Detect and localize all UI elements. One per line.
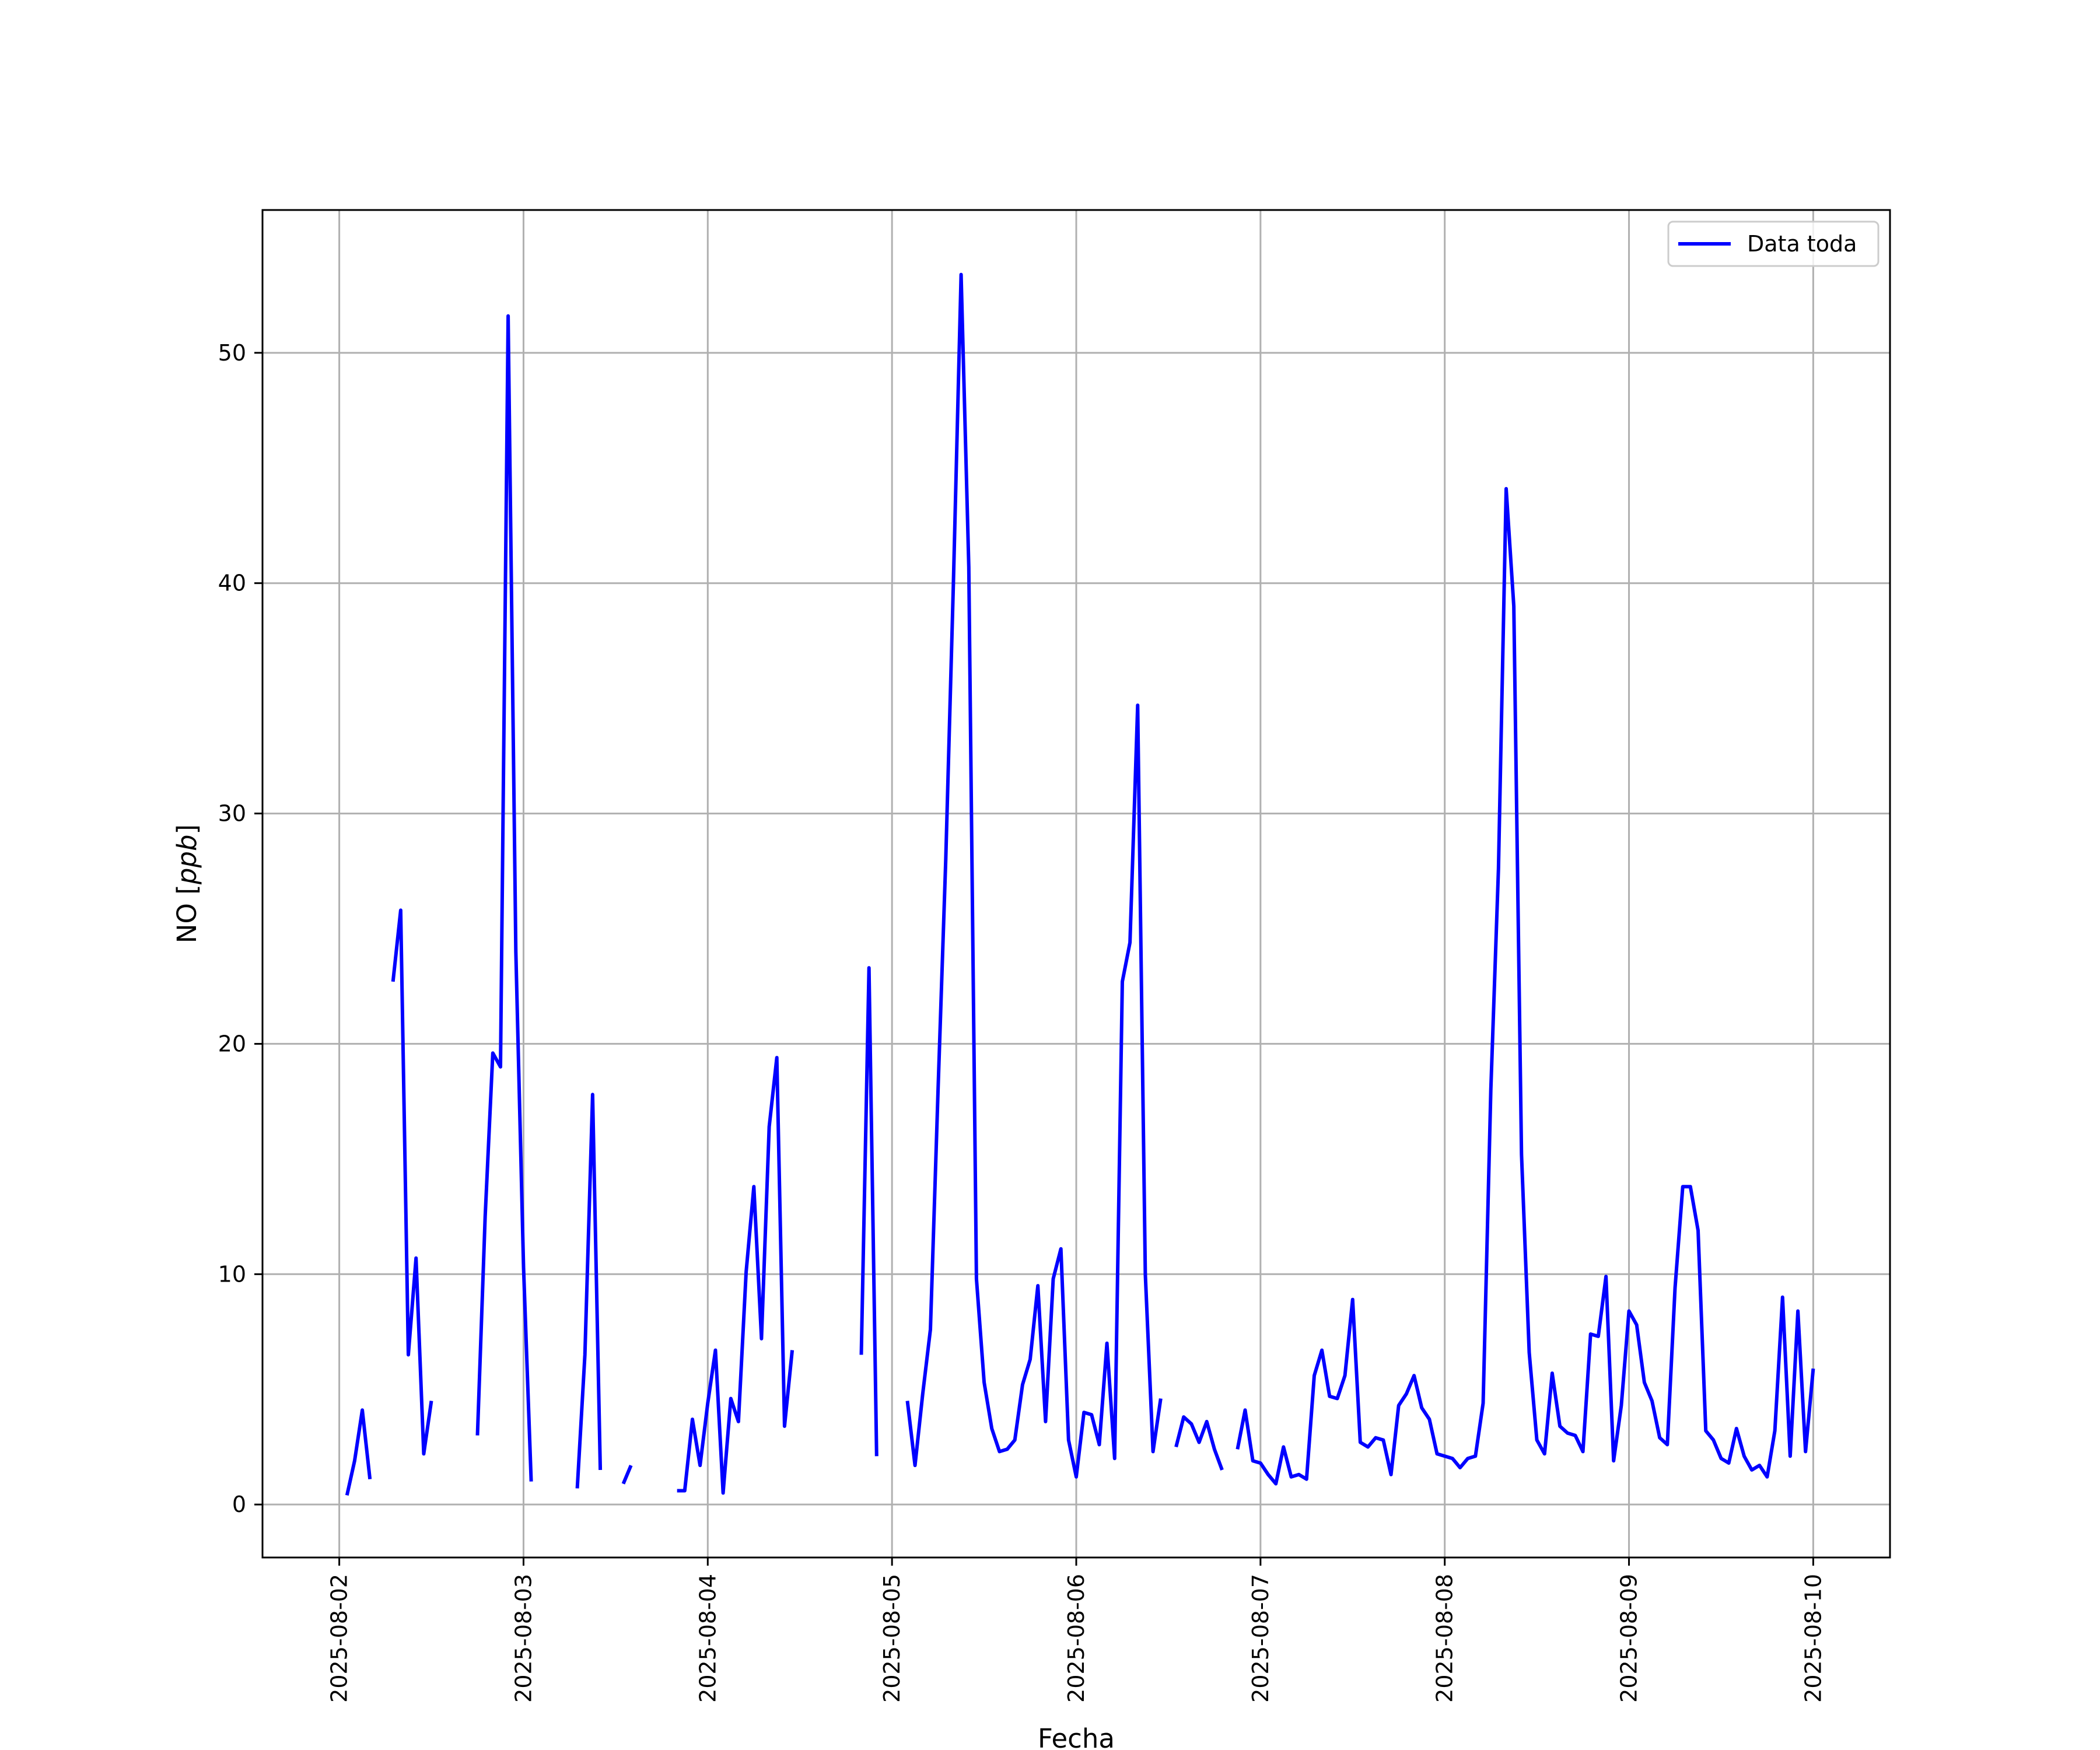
x-tick-label: 2025-08-08 [1432,1574,1458,1703]
x-tick-label: 2025-08-06 [1063,1574,1089,1703]
legend-box [1667,220,1880,267]
series-line-data-toda [475,314,533,1482]
series-line-data-toda [677,1056,794,1495]
y-axis-label: NO [ppb] [172,824,202,943]
y-tick-label: 0 [232,1492,246,1517]
y-tick-label: 40 [218,570,246,596]
y-axis-label-bracket-close: ] [172,824,202,835]
y-tick-label: 20 [218,1031,246,1056]
y-axis-label-bracket-open: [ [172,884,202,895]
grid [262,210,1890,1558]
y-axis-label-text: NO [172,895,202,943]
x-axis-label: Fecha [1038,1723,1115,1750]
x-tick-label: 2025-08-02 [327,1574,352,1703]
series-line-data-toda [575,1093,603,1489]
x-tick-label: 2025-08-03 [510,1574,536,1703]
y-axis-label-unit: ppb [172,834,202,885]
x-tick-label: 2025-08-07 [1248,1574,1273,1703]
series-line-data-toda [391,908,433,1456]
y-axis-ticks: 0 10 20 30 40 50 [218,340,262,1517]
series-line-data-toda [1174,1415,1224,1471]
y-tick-label: 30 [218,801,246,827]
series-line-data-toda [1236,487,1815,1486]
y-tick-label: 10 [218,1261,246,1287]
x-tick-label: 2025-08-04 [695,1574,720,1703]
x-tick-label: 2025-08-10 [1800,1574,1826,1703]
x-tick-label: 2025-08-09 [1616,1574,1642,1703]
series-line-data-toda [859,966,878,1457]
x-axis-ticks: 2025-08-02 2025-08-03 2025-08-04 2025-08-05… [327,1558,1826,1703]
legend: Data toda [1667,220,1880,267]
series-line-data-toda [621,1464,633,1485]
legend-label-data-toda: Data toda [1747,231,1857,257]
series-layer [345,272,1815,1496]
series-line-data-toda [345,1408,372,1496]
y-tick-label: 50 [218,340,246,366]
series-line-data-toda [905,272,1163,1479]
x-tick-label: 2025-08-05 [879,1574,905,1703]
